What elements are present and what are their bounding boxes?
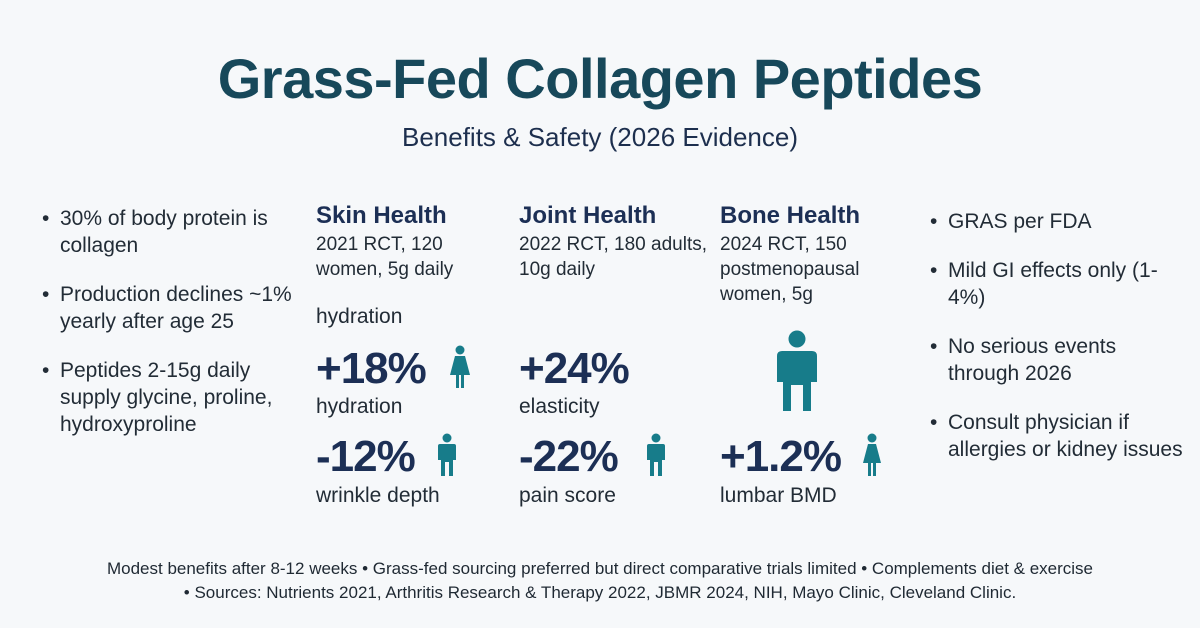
joint-health-study: 2022 RCT, 180 adults, 10g daily bbox=[519, 234, 708, 280]
safety-item: GRAS per FDA bbox=[928, 208, 1188, 235]
facts-list: 30% of body protein is collagen Producti… bbox=[40, 205, 300, 460]
page-title: Grass-Fed Collagen Peptides bbox=[217, 47, 983, 110]
skin-health-column: Skin Health 2021 RCT, 120 women, 5g dail… bbox=[316, 200, 506, 282]
safety-list: GRAS per FDA Mild GI effects only (1-4%)… bbox=[928, 208, 1188, 485]
joint-elasticity-value: +24% bbox=[519, 344, 630, 393]
joint-pain-value: -22% bbox=[519, 432, 619, 481]
joint-elasticity-label: elasticity bbox=[519, 395, 600, 418]
footer-note: Modest benefits after 8-12 weeks • Grass… bbox=[106, 559, 1094, 578]
bone-bmd-label: lumbar BMD bbox=[720, 484, 837, 507]
safety-item: Mild GI effects only (1-4%) bbox=[928, 257, 1188, 311]
skin-health-title: Skin Health bbox=[316, 202, 447, 229]
skin-health-study: 2021 RCT, 120 women, 5g daily bbox=[316, 234, 454, 280]
joint-health-title: Joint Health bbox=[519, 202, 657, 229]
person-icon bbox=[773, 330, 821, 412]
person-icon bbox=[645, 433, 667, 477]
bone-health-column: Bone Health 2024 RCT, 150 postmenopausal… bbox=[720, 200, 910, 307]
joint-health-column: Joint Health 2022 RCT, 180 adults, 10g d… bbox=[519, 200, 709, 282]
footer-sources: • Sources: Nutrients 2021, Arthritis Res… bbox=[183, 583, 1017, 602]
fact-item: Peptides 2-15g daily supply glycine, pro… bbox=[40, 357, 300, 438]
skin-wrinkle-label: wrinkle depth bbox=[316, 484, 440, 507]
fact-item: Production declines ~1% yearly after age… bbox=[40, 281, 300, 335]
person-icon bbox=[436, 433, 458, 477]
joint-pain-label: pain score bbox=[519, 484, 616, 507]
page-subtitle: Benefits & Safety (2026 Evidence) bbox=[401, 122, 798, 152]
safety-item: No serious events through 2026 bbox=[928, 333, 1188, 387]
bone-bmd-value: +1.2% bbox=[720, 432, 842, 481]
skin-hydration-label: hydration bbox=[316, 395, 403, 418]
fact-item: 30% of body protein is collagen bbox=[40, 205, 300, 259]
safety-item: Consult physician if allergies or kidney… bbox=[928, 409, 1188, 463]
bone-health-title: Bone Health bbox=[720, 202, 861, 229]
skin-hydration-caption: hydration bbox=[316, 305, 403, 328]
woman-icon bbox=[446, 345, 474, 389]
skin-hydration-value: +18% bbox=[316, 344, 427, 393]
skin-wrinkle-value: -12% bbox=[316, 432, 416, 481]
woman-icon bbox=[860, 433, 884, 477]
bone-health-study: 2024 RCT, 150 postmenopausal women, 5g bbox=[720, 234, 860, 305]
